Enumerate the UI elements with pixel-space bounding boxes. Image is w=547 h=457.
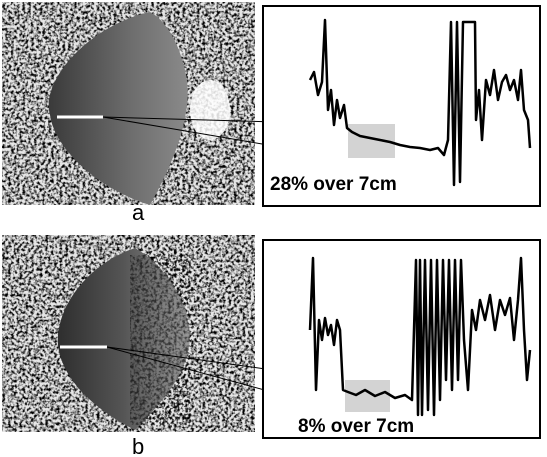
plot-a: 28% over 7cm xyxy=(262,5,541,207)
annotation: 28% over 7cm xyxy=(270,174,397,195)
annotation: 8% over 7cm xyxy=(298,416,414,437)
image-a xyxy=(2,2,255,205)
plot-b: 8% over 7cm xyxy=(262,239,541,439)
panel-label: b xyxy=(132,434,144,457)
image-b xyxy=(2,235,255,432)
panel-label: a xyxy=(132,200,145,225)
